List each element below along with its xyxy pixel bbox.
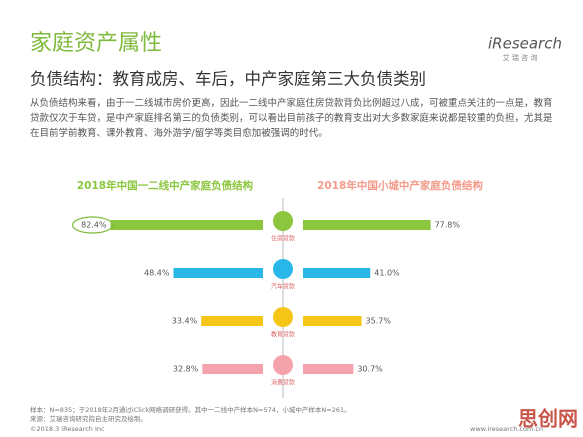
category-icon	[273, 307, 293, 327]
category-label: 汽车贷款	[271, 283, 295, 291]
bar	[303, 268, 371, 278]
subtitle: 负债结构：教育成房、车后，中产家庭第三大负债类别	[30, 70, 426, 89]
category-icon	[273, 259, 293, 279]
watermark: 思创网	[518, 407, 578, 431]
value-label: 82.4%	[81, 221, 107, 230]
chart-title: 2018年中国小城中产家庭负债结构	[317, 179, 483, 192]
value-label: 77.8%	[435, 221, 461, 230]
bar	[201, 316, 263, 326]
value-label: 48.4%	[144, 269, 170, 278]
value-label: 32.8%	[173, 365, 199, 374]
logo-sub: 艾 瑞 咨 询	[503, 53, 538, 62]
category-label: 住房贷款	[271, 235, 295, 243]
category-icon	[273, 355, 293, 375]
intro: 从负债结构来看，由于一二线城市房价更高，因此一二线中产家庭住房贷款背负比例超过八…	[30, 98, 553, 139]
category-label: 消费贷款	[271, 379, 295, 387]
logo: iResearch	[488, 35, 562, 53]
chart-title: 2018年中国一二线中产家庭负债结构	[77, 179, 254, 192]
bar	[303, 364, 354, 374]
footer-note: 样本：N=835；于2018年2月通过iClick网络调研获得。其中一二线中产样…	[30, 405, 351, 414]
bar	[110, 220, 263, 230]
bar	[173, 268, 263, 278]
footer-source: 来源：艾瑞咨询研究院自主研究及绘制。	[30, 414, 147, 423]
copyright: ©2018.3 iResearch Inc	[30, 425, 105, 433]
category-label: 教育贷款	[271, 331, 295, 339]
bar	[202, 364, 263, 374]
category-icon	[273, 211, 293, 231]
slide-title: 家庭资产属性	[30, 31, 162, 56]
highlight	[71, 216, 114, 234]
bar	[303, 220, 431, 230]
value-label: 30.7%	[357, 365, 383, 374]
site: www.iresearch.com.cn	[470, 425, 543, 433]
value-label: 33.4%	[172, 317, 198, 326]
bar	[303, 316, 362, 326]
value-label: 35.7%	[366, 317, 392, 326]
value-label: 41.0%	[374, 269, 400, 278]
